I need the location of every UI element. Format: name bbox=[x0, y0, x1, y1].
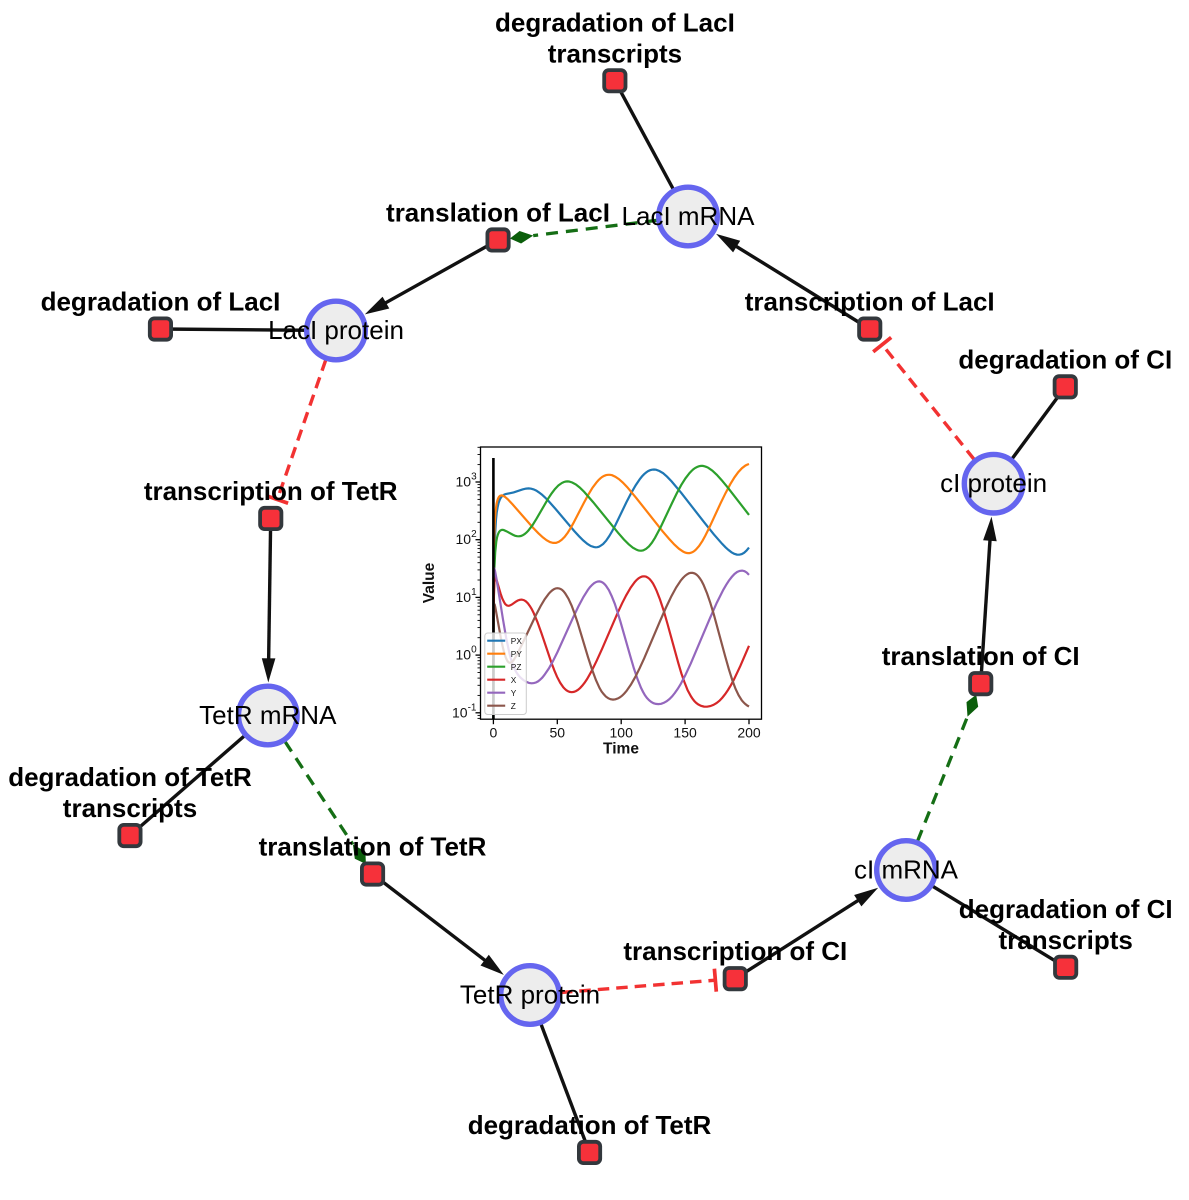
svg-text:cI protein: cI protein bbox=[940, 468, 1047, 498]
svg-text:PZ: PZ bbox=[511, 662, 522, 672]
svg-text:transcription of LacI: transcription of LacI bbox=[745, 287, 995, 317]
svg-text:100: 100 bbox=[610, 725, 634, 741]
svg-text:degradation of TetR: degradation of TetR bbox=[8, 762, 252, 792]
svg-text:50: 50 bbox=[550, 725, 566, 741]
svg-text:Z: Z bbox=[511, 701, 516, 711]
svg-text:degradation of CI: degradation of CI bbox=[958, 344, 1172, 374]
svg-text:TetR mRNA: TetR mRNA bbox=[199, 700, 337, 730]
svg-text:X: X bbox=[511, 675, 517, 685]
svg-text:TetR protein: TetR protein bbox=[460, 980, 600, 1010]
svg-text:PX: PX bbox=[511, 636, 523, 646]
svg-text:transcripts: transcripts bbox=[999, 925, 1133, 955]
svg-text:transcription of TetR: transcription of TetR bbox=[144, 476, 398, 506]
svg-text:200: 200 bbox=[737, 725, 761, 741]
svg-text:10-1: 10-1 bbox=[452, 702, 477, 720]
svg-text:translation of TetR: translation of TetR bbox=[259, 832, 487, 862]
svg-text:100: 100 bbox=[456, 645, 478, 663]
svg-text:translation of CI: translation of CI bbox=[882, 641, 1080, 671]
svg-text:degradation of LacI: degradation of LacI bbox=[495, 7, 735, 37]
svg-text:Time: Time bbox=[603, 741, 639, 758]
svg-text:degradation of CI: degradation of CI bbox=[959, 894, 1173, 924]
svg-text:translation of LacI: translation of LacI bbox=[386, 198, 610, 228]
svg-text:101: 101 bbox=[456, 587, 478, 605]
svg-text:transcripts: transcripts bbox=[548, 38, 682, 68]
svg-text:PY: PY bbox=[511, 649, 523, 659]
svg-text:transcripts: transcripts bbox=[63, 793, 197, 823]
svg-text:cI mRNA: cI mRNA bbox=[854, 855, 959, 885]
svg-text:150: 150 bbox=[673, 725, 697, 741]
svg-text:degradation of TetR: degradation of TetR bbox=[468, 1110, 712, 1140]
svg-text:transcription of CI: transcription of CI bbox=[623, 936, 847, 966]
svg-text:degradation of LacI: degradation of LacI bbox=[41, 287, 281, 317]
svg-text:Y: Y bbox=[511, 688, 517, 698]
svg-text:LacI mRNA: LacI mRNA bbox=[622, 201, 756, 231]
svg-text:LacI protein: LacI protein bbox=[268, 315, 404, 345]
svg-text:103: 103 bbox=[456, 472, 478, 490]
svg-text:0: 0 bbox=[490, 725, 498, 741]
svg-text:102: 102 bbox=[456, 529, 478, 547]
svg-text:Value: Value bbox=[421, 562, 438, 603]
